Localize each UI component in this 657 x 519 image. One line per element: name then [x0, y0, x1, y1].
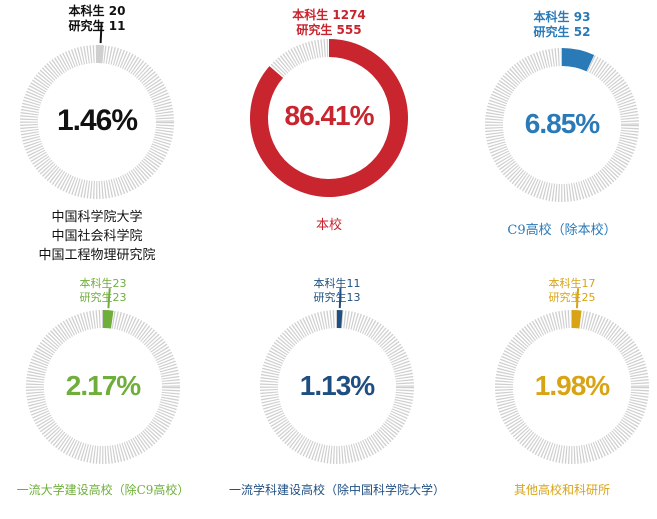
donut-panel-3: 本科生 93 研究生 52 6.85% C9高校（除本校）	[477, 0, 647, 245]
leader-line	[99, 23, 103, 44]
grad-count: 研究生25	[548, 290, 596, 304]
undergrad-count: 本科生 1274	[292, 8, 366, 22]
undergrad-count: 本科生 93	[533, 10, 591, 24]
percentage-value: 1.98%	[534, 370, 610, 401]
leader-line	[575, 288, 580, 309]
percentage-value: 1.13%	[299, 370, 375, 401]
category-label-line: 中国社会科学院	[51, 228, 143, 244]
undergrad-count: 本科生23	[79, 277, 127, 290]
value-segment	[103, 310, 114, 329]
grad-count: 研究生 555	[296, 23, 362, 37]
donut-chart	[260, 288, 414, 464]
donut-chart	[26, 288, 180, 464]
undergrad-count: 本科生 20	[68, 4, 126, 18]
counts-label: 本科生23 研究生23	[18, 277, 188, 305]
category-label-line: 本校	[315, 218, 342, 233]
category-label-line: 其他高校和科研所	[513, 483, 610, 497]
counts-label: 本科生 20 研究生 11	[12, 4, 182, 34]
leader-line	[107, 288, 111, 309]
counts-label: 本科生 1274 研究生 555	[244, 8, 414, 38]
donut-panel-5: 本科生11 研究生13 1.13% 一流学科建设高校（除中国科学院大学）	[229, 272, 445, 517]
undergrad-count: 本科生17	[548, 277, 596, 290]
category-label-line: 中国工程物理研究院	[38, 247, 156, 263]
category-label-line: 一流大学建设高校（除C9高校）	[16, 483, 190, 497]
donut-panel-6: 本科生17 研究生25 1.98% 其他高校和科研所	[487, 272, 657, 517]
category-label-line: 中国科学院大学	[51, 210, 143, 225]
value-segment	[337, 310, 343, 329]
percentage-value: 6.85%	[524, 108, 600, 139]
donut-chart	[495, 288, 649, 464]
category-label: 本校	[244, 217, 414, 236]
category-label-line: 一流学科建设高校（除中国科学院大学）	[228, 483, 445, 497]
counts-label: 本科生11 研究生13	[252, 277, 422, 305]
category-label: 其他高校和科研所	[477, 482, 647, 499]
grad-count: 研究生 52	[533, 25, 591, 39]
donut-panel-1: 本科生 20 研究生 11 1.46% 中国科学院大学 中国社会科学院 中国工程…	[12, 0, 182, 265]
counts-label: 本科生 93 研究生 52	[477, 10, 647, 40]
grad-count: 研究生13	[313, 290, 361, 304]
category-label: 一流学科建设高校（除中国科学院大学）	[207, 482, 467, 499]
percentage-value: 86.41%	[284, 100, 375, 131]
value-segment	[562, 48, 595, 72]
grad-count: 研究生23	[79, 290, 127, 304]
value-segment	[97, 45, 105, 64]
category-label: C9高校（除本校）	[477, 222, 647, 241]
counts-label: 本科生17 研究生25	[487, 277, 657, 305]
donut-chart	[20, 23, 174, 199]
category-label-line: C9高校（除本校）	[507, 223, 617, 238]
undergrad-count: 本科生11	[313, 277, 361, 290]
donut-chart	[485, 48, 639, 202]
leader-line	[338, 288, 342, 309]
donut-chart	[250, 39, 408, 197]
category-label: 一流大学建设高校（除C9高校）	[2, 482, 204, 499]
percentage-value: 1.46%	[56, 104, 138, 137]
percentage-value: 2.17%	[65, 370, 141, 401]
donut-panel-4: 本科生23 研究生23 2.17% 一流大学建设高校（除C9高校）	[17, 272, 190, 517]
value-segment	[572, 310, 582, 329]
category-label: 中国科学院大学 中国社会科学院 中国工程物理研究院	[2, 209, 192, 266]
grad-count: 研究生 11	[68, 19, 126, 33]
donut-panel-2: 本科生 1274 研究生 555 86.41% 本校	[244, 0, 414, 245]
